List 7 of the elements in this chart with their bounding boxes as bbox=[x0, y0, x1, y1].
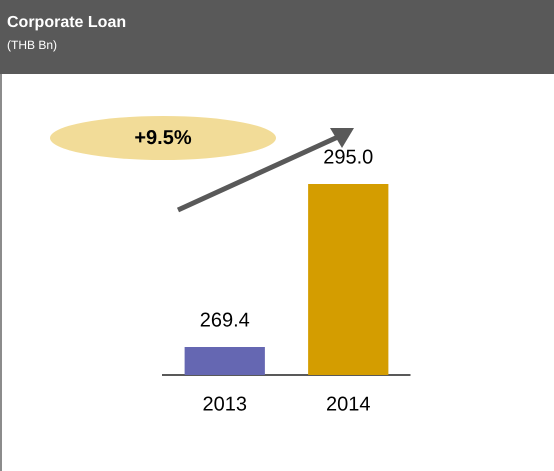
data-label: 269.4 bbox=[200, 310, 250, 332]
x-tick-label: 2014 bbox=[326, 394, 370, 416]
text: (THB Bn) bbox=[7, 38, 58, 52]
x-tick-label: 2013 bbox=[202, 394, 247, 416]
chart-title: Corporate Loan bbox=[7, 14, 126, 32]
ellipse: +9.5% bbox=[50, 116, 276, 160]
data-label: 295.0 bbox=[323, 146, 374, 169]
